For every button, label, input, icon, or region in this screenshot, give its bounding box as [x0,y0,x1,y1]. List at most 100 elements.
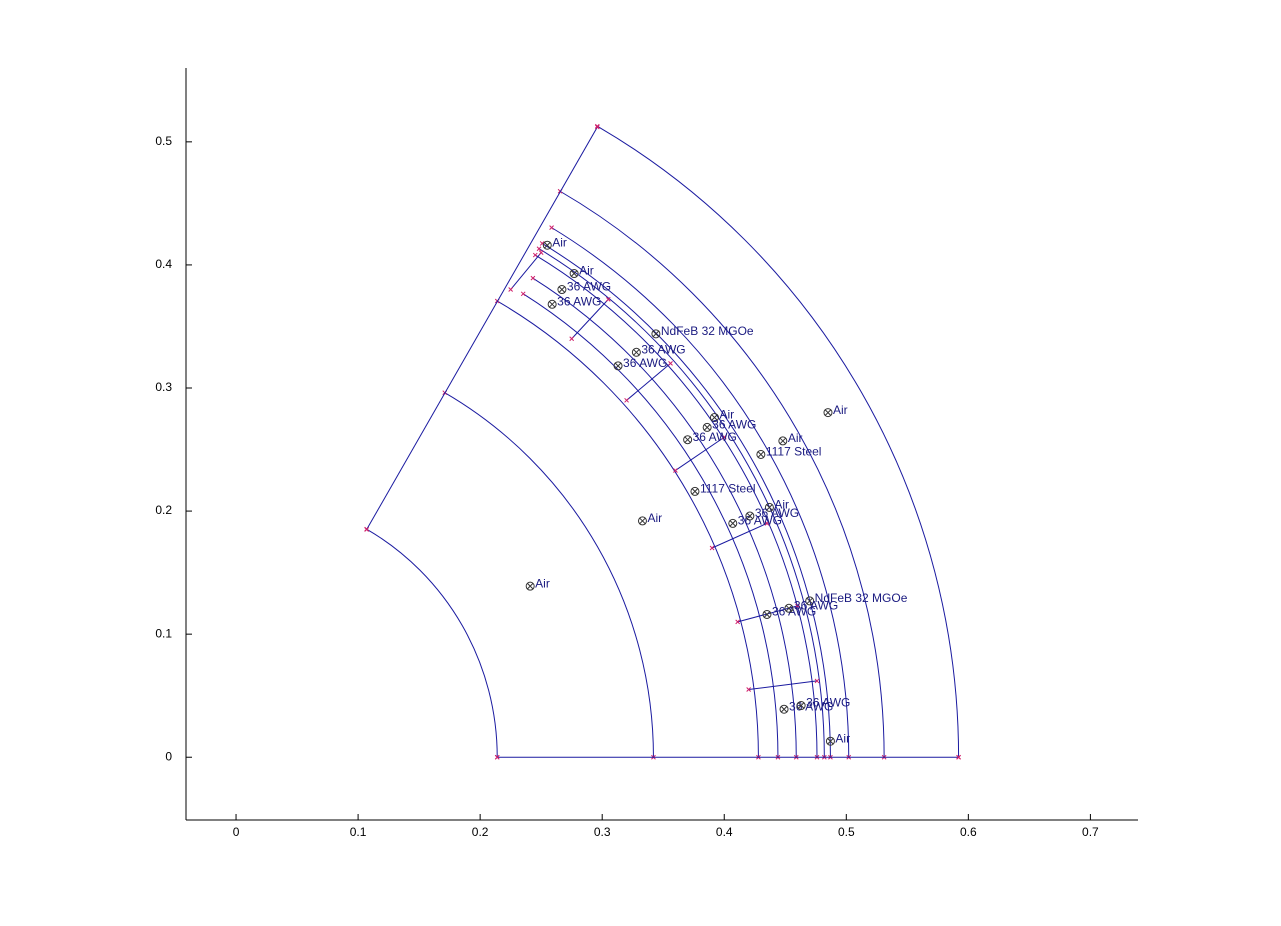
block-label-text: Air [579,264,594,278]
node-marker [538,250,544,255]
node-cross [735,619,741,625]
edge [711,522,768,549]
block-label-text: 1117 Steel [766,445,822,459]
block-label-text: Air [833,403,848,417]
node-cross [594,123,600,129]
block-label: 36 AWG [613,356,667,371]
block-marker [756,449,766,459]
block-cross [543,241,551,249]
edge [571,299,609,340]
block-marker [542,240,552,250]
edge [748,680,818,691]
x-tick-label: 0.7 [1082,825,1099,839]
block-label: NdFeB 32 MGOe [805,591,908,606]
node-cross [538,250,544,255]
node-marker [709,545,715,551]
node-cross [594,124,600,130]
x-tick-label: 0.2 [472,825,489,839]
node-marker [594,123,600,129]
node-marker [549,225,554,230]
node-cross [764,521,770,526]
block-label: 36 AWG [557,280,611,295]
node-marker [494,754,500,760]
block-cross [780,705,788,713]
block-label-text: Air [719,408,734,422]
block-label: Air [637,511,662,526]
block-cross [711,414,718,421]
block-label-text: 36 AWG [623,356,667,370]
node-marker [795,603,800,609]
block-label: 36 AWG [762,605,816,619]
y-tick-label: 0.5 [155,134,172,148]
block-marker [651,329,661,339]
y-tick-label: 0.2 [155,503,172,517]
block-label: Air [825,731,850,746]
block-marker [525,581,535,591]
block-label: Air [709,408,734,423]
block-marker [778,436,788,446]
arc [532,277,797,758]
node-marker [624,397,629,403]
block-cross [652,330,660,338]
node-marker [532,252,538,258]
block-label: Air [569,264,594,279]
block-marker [728,518,738,528]
block-label: 36 AWG [702,418,756,432]
edge [366,126,598,530]
block-marker [637,516,647,526]
block-cross [691,488,699,495]
node-marker [668,361,673,366]
block-label-text: 36 AWG [794,598,838,612]
block-cross [746,512,754,520]
block-cross [763,611,771,618]
node-cross [549,225,554,230]
block-marker [745,511,755,521]
block-label-text: NdFeB 32 MGOe [661,324,754,338]
arc [551,227,850,758]
block-marker [683,435,693,445]
block-label-text: 1117 Steel [700,482,756,496]
x-tick-label: 0.1 [350,825,367,839]
block-marker [557,285,567,295]
block-marker [709,413,719,423]
block-cross [548,300,556,308]
edge [626,363,671,401]
node-cross [530,275,536,281]
block-label-text: 36 AWG [712,418,756,432]
node-marker [605,297,611,302]
node-cross [520,291,526,297]
block-cross [797,702,805,709]
block-label: Air [778,431,803,446]
arc [496,300,759,758]
block-cross [703,424,711,431]
block-marker [823,408,833,418]
x-tick-label: 0.6 [960,825,977,839]
arc [366,528,498,758]
block-cross [766,504,773,511]
block-cross [684,436,691,444]
y-tick-label: 0.3 [155,380,172,394]
node-marker [536,246,542,252]
block-marker [569,269,579,279]
block-marker [690,486,700,496]
node-marker [735,619,741,625]
arc [541,243,831,758]
block-marker [784,603,794,613]
block-marker [547,299,557,309]
node-cross [795,603,800,609]
block-cross [779,437,787,445]
node-cross [494,754,500,760]
block-label-text: Air [647,511,662,525]
node-marker [956,754,961,760]
block-marker [631,347,641,357]
node-marker [364,527,369,532]
block-label-text: 36 AWG [641,342,685,356]
block-marker [762,609,772,619]
block-label: 36 AWG [745,506,799,521]
block-marker [702,422,712,432]
block-label: 36 AWG [547,294,601,309]
block-label: Air [764,498,789,512]
node-cross [569,336,575,342]
block-label-text: Air [774,498,789,512]
